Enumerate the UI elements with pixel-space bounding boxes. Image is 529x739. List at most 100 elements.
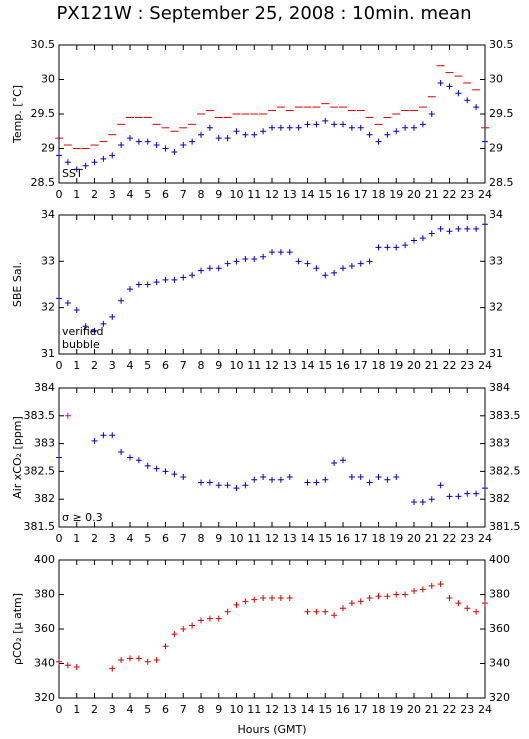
y-tick-label: 382	[34, 492, 55, 505]
x-tick-label: 17	[354, 359, 368, 372]
y-tick-label: 33	[41, 254, 55, 267]
y-tick-label: 340	[34, 657, 55, 670]
chart-title: PX121W : September 25, 2008 : 10min. mea…	[56, 3, 471, 24]
y-tick-label-right: 28.5	[489, 176, 514, 189]
data-point	[162, 145, 169, 152]
data-point	[322, 272, 329, 279]
data-point	[482, 138, 488, 145]
data-point	[242, 482, 249, 489]
data-point	[357, 260, 364, 267]
x-tick-label: 3	[109, 532, 116, 545]
data-point	[233, 258, 240, 265]
data-point	[384, 244, 391, 251]
y-tick-label-right: 29	[489, 142, 503, 155]
x-tick-label: 15	[318, 703, 332, 716]
y-tick-label: 320	[34, 691, 55, 704]
data-point	[198, 131, 204, 138]
y-tick-label-right: 340	[489, 657, 510, 670]
x-tick-label: 15	[318, 359, 332, 372]
data-point	[277, 124, 284, 131]
x-tick-label: 9	[215, 359, 222, 372]
data-point	[304, 608, 311, 615]
data-point	[260, 594, 267, 601]
data-point	[189, 272, 196, 279]
y-tick-label-right: 320	[489, 691, 510, 704]
x-tick-label: 14	[301, 188, 315, 201]
data-point	[109, 432, 116, 439]
x-tick-label: 20	[407, 703, 421, 716]
data-point	[322, 117, 329, 124]
data-point	[215, 615, 222, 622]
x-tick-label: 9	[215, 703, 222, 716]
x-tick-label: 13	[283, 188, 297, 201]
data-point	[455, 600, 462, 607]
data-point	[393, 591, 400, 598]
y-tick-label-right: 360	[489, 622, 510, 635]
data-point	[313, 121, 320, 128]
x-tick-label: 8	[198, 703, 205, 716]
x-tick-label: 4	[127, 359, 134, 372]
data-point	[56, 454, 62, 461]
data-point	[384, 131, 391, 138]
x-tick-label: 5	[144, 188, 151, 201]
data-point	[446, 228, 453, 235]
data-point	[313, 479, 320, 486]
x-tick-label: 7	[180, 359, 187, 372]
data-point	[91, 327, 98, 334]
data-point	[393, 244, 400, 251]
data-point	[135, 457, 142, 464]
y-tick-label: 383.5	[24, 409, 56, 422]
data-point	[135, 138, 142, 145]
data-point	[144, 462, 151, 469]
x-axis-label: Hours (GMT)	[237, 723, 306, 736]
data-point	[286, 594, 293, 601]
data-point	[411, 237, 417, 244]
data-point	[464, 97, 471, 104]
x-tick-label: 12	[265, 703, 279, 716]
data-point	[242, 131, 249, 138]
x-tick-label: 24	[478, 703, 492, 716]
y-tick-label: 384	[34, 381, 55, 394]
data-point	[286, 473, 293, 480]
data-point	[118, 142, 125, 149]
x-tick-label: 24	[478, 188, 492, 201]
data-point	[295, 258, 302, 265]
data-point	[180, 626, 187, 632]
y-tick-label-right: 383.5	[489, 409, 521, 422]
data-point	[82, 323, 89, 330]
data-point	[180, 473, 187, 480]
data-point	[277, 594, 284, 601]
x-tick-label: 10	[230, 703, 244, 716]
y-tick-label-right: 33	[489, 254, 503, 267]
data-point	[419, 121, 426, 128]
data-point	[473, 225, 480, 232]
y-tick-label: 34	[41, 208, 55, 221]
plot-frame	[58, 387, 486, 528]
x-tick-label: 20	[407, 532, 421, 545]
x-tick-label: 17	[354, 703, 368, 716]
x-tick-label: 10	[230, 532, 244, 545]
x-tick-label: 11	[247, 532, 261, 545]
x-tick-label: 19	[389, 359, 403, 372]
data-point	[118, 448, 125, 455]
x-tick-label: 19	[389, 703, 403, 716]
data-point	[277, 476, 284, 483]
data-point	[348, 600, 355, 607]
x-tick-label: 22	[443, 703, 457, 716]
data-point	[260, 473, 267, 480]
x-tick-label: 14	[301, 532, 315, 545]
data-point	[340, 457, 346, 464]
data-point	[56, 658, 62, 665]
data-point	[251, 476, 258, 483]
data-point	[153, 279, 160, 286]
data-point	[82, 162, 89, 169]
x-tick-label: 15	[318, 532, 332, 545]
y-tick-label: 383	[34, 437, 55, 450]
data-point	[153, 657, 160, 664]
data-point	[118, 297, 125, 304]
data-point	[402, 242, 409, 249]
data-point	[393, 128, 400, 135]
data-point	[251, 131, 258, 138]
x-tick-label: 5	[144, 532, 151, 545]
data-point	[162, 468, 169, 475]
